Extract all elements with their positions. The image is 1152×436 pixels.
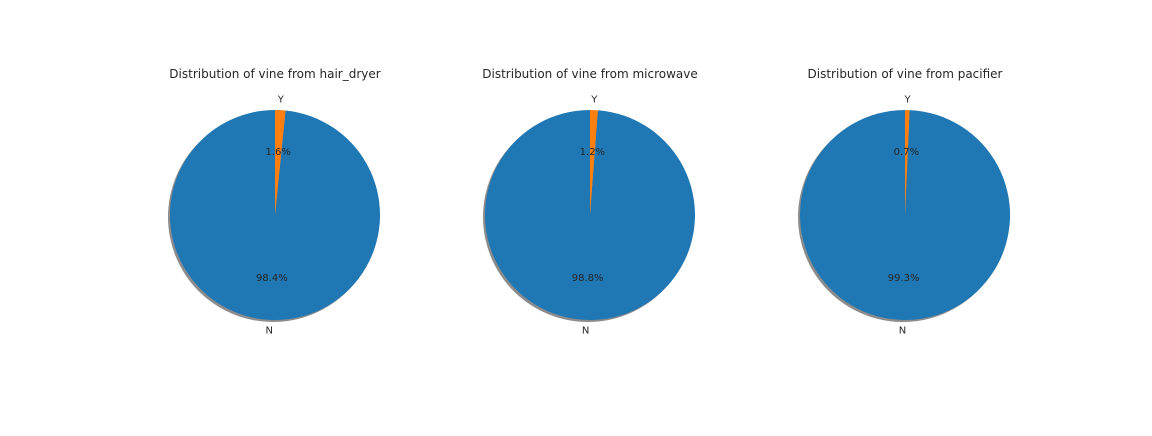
pie-chart-pacifier: Distribution of vine from pacifier N 99.3… xyxy=(798,67,1011,336)
pie-chart-hair-dryer: Distribution of vine from hair_dryer N 98… xyxy=(168,67,381,336)
chart-title: Distribution of vine from pacifier xyxy=(808,67,1003,81)
pie-slice-y xyxy=(905,109,910,215)
slice-label: Y xyxy=(277,95,285,106)
slice-label: N xyxy=(899,325,906,336)
chart-title: Distribution of vine from microwave xyxy=(482,67,697,81)
percent-label: 1.6% xyxy=(265,147,290,158)
pie-chart-microwave: Distribution of vine from microwave N 98.… xyxy=(482,67,697,336)
pie-slice-n xyxy=(484,110,695,321)
pie-slice-y xyxy=(590,110,598,215)
slice-label: Y xyxy=(903,95,911,106)
percent-label: 0.7% xyxy=(894,147,919,158)
percent-label: 98.4% xyxy=(256,273,288,284)
percent-label: 1.2% xyxy=(580,147,605,158)
slice-label: Y xyxy=(590,95,598,106)
chart-title: Distribution of vine from hair_dryer xyxy=(169,67,380,81)
slice-label: N xyxy=(582,325,589,336)
percent-label: 99.3% xyxy=(888,273,920,284)
slice-label: N xyxy=(265,325,272,336)
pie-slice-n xyxy=(170,110,381,320)
pie-slice-n xyxy=(800,110,1011,320)
percent-label: 98.8% xyxy=(572,273,604,284)
pie-slice-y xyxy=(275,109,286,215)
